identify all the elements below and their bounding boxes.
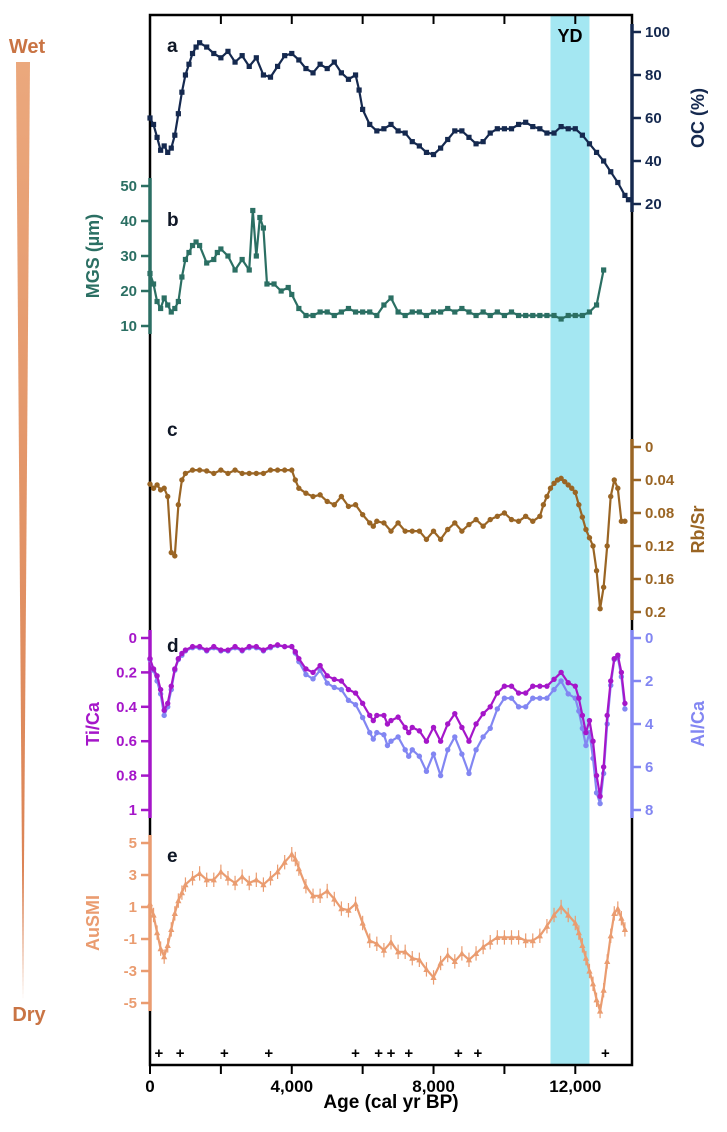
a-tick-label: 60 [645, 110, 662, 127]
d-tick-label: 6 [645, 759, 653, 776]
d-tick-label: 2 [645, 673, 653, 690]
b-tick-label: 40 [120, 213, 137, 230]
x-axis: 0 4,000 8,000 12,000 [145, 15, 601, 1096]
panel-c: 0 0.04 0.08 0.12 0.16 0.2 Rb/Sr c [147, 420, 708, 621]
date-marker: + [374, 1045, 383, 1062]
d-axis-title-right: Al/Ca [688, 700, 708, 747]
panel-letter-a: a [167, 36, 178, 57]
d-tick-label: 0.4 [116, 699, 138, 716]
e-tick-label: -5 [124, 995, 137, 1012]
e-tick-label: 1 [129, 899, 137, 916]
a-axis-title-right: OC (%) [688, 88, 708, 148]
series-OC [147, 40, 632, 203]
date-marker: + [387, 1045, 396, 1062]
date-marker: + [176, 1045, 185, 1062]
b-axis-title-left: MGS (µm) [83, 214, 103, 298]
date-marker: + [220, 1045, 229, 1062]
c-tick-label: 0.2 [645, 604, 666, 621]
dry-label: Dry [12, 1004, 46, 1026]
e-tick-label: -1 [124, 931, 137, 948]
x-tick-label: 4,000 [270, 1077, 313, 1096]
b-tick-label: 50 [120, 178, 137, 195]
d-axis-title-left: Ti/Ca [83, 701, 103, 746]
b-tick-label: 20 [120, 283, 137, 300]
c-tick-label: 0 [645, 439, 653, 456]
panel-letter-e: e [167, 846, 178, 867]
d-tick-label: 1 [129, 802, 137, 819]
e-tick-label: 3 [129, 867, 137, 884]
c-tick-label: 0.12 [645, 538, 674, 555]
x-tick-label: 12,000 [549, 1077, 601, 1096]
a-tick-label: 100 [645, 24, 670, 41]
a-tick-label: 40 [645, 153, 662, 170]
yd-band [550, 15, 590, 1065]
x-axis-title: Age (cal yr BP) [323, 1092, 459, 1113]
d-tick-label: 4 [645, 716, 654, 733]
date-marker: + [404, 1045, 413, 1062]
panel-b: 50 40 30 20 10 MGS (µm) b [83, 178, 607, 335]
MGS-line [148, 209, 605, 321]
e-tick-label: 5 [129, 835, 137, 852]
panel-letter-d: d [167, 636, 179, 657]
series-TiCa [147, 642, 628, 799]
d-tick-label: 0.2 [116, 664, 137, 681]
wet-label: Wet [8, 36, 46, 58]
panel-e: 5 3 1 -1 -3 -5 AuSMI e [83, 835, 629, 1019]
date-marker: + [264, 1045, 273, 1062]
d-tick-label: 8 [645, 802, 653, 819]
b-tick-label: 30 [120, 248, 137, 265]
panel-letter-b: b [167, 210, 179, 231]
d-tick-label: 0.6 [116, 733, 137, 750]
d-tick-label: 0 [129, 630, 137, 647]
c-tick-label: 0.08 [645, 505, 674, 522]
date-marker: + [351, 1045, 360, 1062]
date-marker: + [473, 1045, 482, 1062]
yd-band-label: YD [557, 26, 582, 46]
date-marker: + [154, 1045, 163, 1062]
panel-letter-c: c [167, 420, 178, 441]
wet-dry-gradient-arrow [16, 62, 30, 1000]
a-tick-label: 20 [645, 196, 662, 213]
date-markers: + + + + + + + + + + + [154, 1045, 610, 1062]
x-tick-label: 8,000 [412, 1077, 455, 1096]
c-axis-title-right: Rb/Sr [688, 505, 708, 553]
a-tick-label: 80 [645, 67, 662, 84]
x-tick-label: 0 [145, 1077, 154, 1096]
c-tick-label: 0.16 [645, 571, 674, 588]
date-marker: + [454, 1045, 463, 1062]
e-tick-label: -3 [124, 963, 137, 980]
d-tick-label: 0 [645, 630, 653, 647]
series-AuSMI [146, 847, 629, 1019]
panel-d: 0 0.2 0.4 0.6 0.8 1 Ti/Ca 0 2 4 6 8 Al/Ca d [83, 630, 708, 819]
c-tick-label: 0.04 [645, 472, 675, 489]
e-axis-title-left: AuSMI [83, 895, 103, 951]
panel-a: 100 80 60 40 20 OC (%) a [147, 24, 708, 213]
b-tick-label: 10 [120, 318, 137, 335]
d-tick-label: 0.8 [116, 768, 137, 785]
series-MGS [147, 207, 607, 322]
series-RbSr [147, 467, 628, 612]
date-marker: + [601, 1045, 610, 1062]
